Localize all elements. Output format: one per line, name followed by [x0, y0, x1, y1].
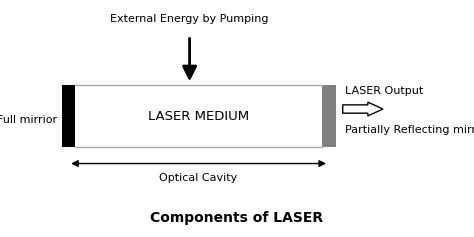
Text: Full mirrior: Full mirrior [0, 115, 57, 125]
Text: Optical Cavity: Optical Cavity [159, 173, 238, 183]
Text: Components of LASER: Components of LASER [150, 211, 324, 225]
Bar [322, 85, 336, 147]
Text: LASER Output: LASER Output [345, 86, 423, 96]
Bar [62, 85, 75, 147]
FancyArrow shape [343, 102, 383, 116]
Text: LASER MEDIUM: LASER MEDIUM [148, 110, 249, 123]
Text: Partially Reflecting mirror: Partially Reflecting mirror [345, 125, 474, 135]
Text: External Energy by Pumping: External Energy by Pumping [110, 14, 269, 24]
